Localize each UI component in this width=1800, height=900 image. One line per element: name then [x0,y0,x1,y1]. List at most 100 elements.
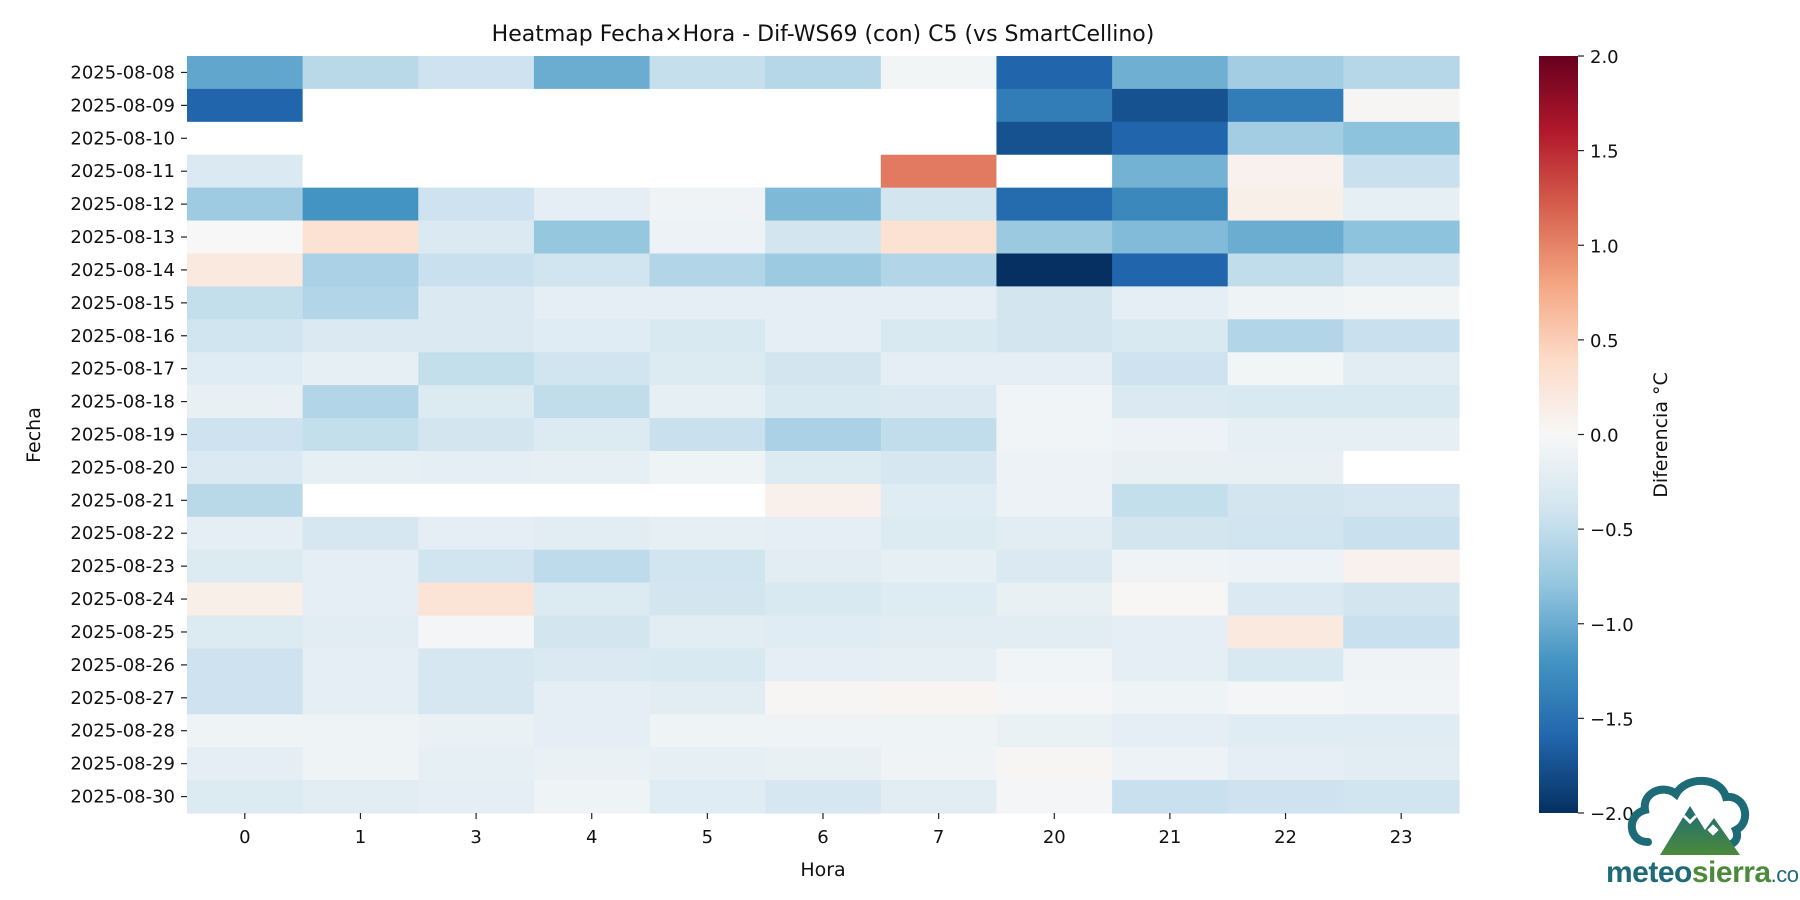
heatmap-cell [533,286,651,320]
heatmap-cell [187,582,304,617]
heatmap-cell [418,319,535,353]
heatmap-cell [996,549,1113,584]
heatmap-cell [1343,681,1460,715]
heatmap-cell [1343,747,1460,781]
heatmap-cell [302,780,419,814]
heatmap-cell [1343,286,1460,320]
heatmap-cell [996,648,1113,682]
heatmap-cell [418,615,535,650]
x-tick-label: 3 [470,827,481,848]
heatmap-cell [765,582,882,617]
heatmap-cell [649,681,766,715]
heatmap-cell [649,385,766,419]
heatmap-cell [187,681,304,715]
heatmap-cell [649,516,766,551]
heatmap-cell [765,220,882,255]
heatmap-cell [996,418,1113,452]
heatmap-cell [649,121,766,156]
heatmap-cell [1112,516,1229,551]
heatmap-cell [1343,352,1460,386]
heatmap-cell [880,615,998,650]
heatmap-cell [533,352,651,386]
heatmap-cell [533,121,651,156]
heatmap-cell [418,418,535,452]
heatmap-cell [1343,418,1460,452]
chart-title: Heatmap Fecha×Hora - Dif-WS69 (con) C5 (… [492,22,1155,47]
heatmap-cell [533,681,651,715]
y-axis: 2025-08-08 2025-08-09 2025-08-10 2025-08-11… [70,62,187,808]
heatmap-cell [996,582,1113,617]
heatmap-cell [996,483,1113,518]
heatmap-cell [1112,648,1229,682]
heatmap-cell [996,154,1113,189]
heatmap-cell [1343,549,1460,584]
heatmap-cell [880,121,998,156]
x-axis: 0 1 3 4 5 6 7 20 21 22 23 [239,813,1413,848]
heatmap-cell [649,187,766,222]
heatmap-cell [880,582,998,617]
y-tick-label: 2025-08-08 [70,62,175,83]
colorbar-label: Diferencia °C [1650,372,1672,498]
heatmap-cell [765,187,882,222]
heatmap-cell [765,88,882,123]
colorbar-gradient [1539,56,1578,813]
heatmap-cell [1343,385,1460,419]
heatmap-cell [880,187,998,222]
heatmap-cell [649,780,766,814]
heatmap-cell [880,154,998,189]
heatmap-cell [302,714,419,748]
heatmap-cell [418,121,535,156]
heatmap-cell [418,780,535,814]
heatmap-cell [765,615,882,650]
heatmap-cell [880,747,998,781]
heatmap-cell [1112,253,1229,287]
heatmap-cell [765,286,882,320]
heatmap-cell [302,681,419,715]
heatmap-cell [1343,615,1460,650]
heatmap-cell [1112,549,1229,584]
heatmap-cell [1227,450,1344,485]
heatmap-cell [533,582,651,617]
y-tick-label: 2025-08-14 [70,260,175,281]
heatmap-cell [302,516,419,551]
heatmap-cell [187,352,304,386]
heatmap-cell [996,352,1113,386]
x-tick-label: 23 [1390,827,1413,848]
y-tick-label: 2025-08-11 [70,161,175,182]
heatmap-cell [996,450,1113,485]
heatmap-cell [1227,582,1344,617]
heatmap-cell [302,385,419,419]
heatmap-cell [302,319,419,353]
heatmap-cell [418,648,535,682]
heatmap-cell [1227,516,1344,551]
heatmap-cell [765,418,882,452]
heatmap-cell [880,220,998,255]
heatmap-cell [187,121,304,156]
heatmap-cell [418,549,535,584]
heatmap-cell [765,681,882,715]
heatmap-cell [996,714,1113,748]
colorbar-tick-label: 1.0 [1590,236,1619,257]
y-axis-label: Fecha [23,407,45,463]
heatmap-cell [533,780,651,814]
heatmap-cell [765,714,882,748]
heatmap-cell [880,648,998,682]
heatmap-cell [996,516,1113,551]
heatmap-cell [533,253,651,287]
heatmap-cell [1112,121,1229,156]
y-tick-label: 2025-08-28 [70,721,175,742]
heatmap-cell [996,88,1113,123]
heatmap-cell [418,286,535,320]
heatmap-cell [649,56,766,90]
colorbar-tick-label: −2.0 [1590,804,1634,825]
heatmap-cell [1343,121,1460,156]
heatmap-cell [1112,582,1229,617]
logo-text: meteosierra.com [1606,856,1800,890]
heatmap-cell [649,483,766,518]
heatmap-cell [1343,483,1460,518]
heatmap-cell [649,253,766,287]
colorbar-tick-label: −0.5 [1590,520,1634,541]
heatmap-cell [1227,88,1344,123]
y-tick-label: 2025-08-18 [70,392,175,413]
heatmap-cell [302,253,419,287]
